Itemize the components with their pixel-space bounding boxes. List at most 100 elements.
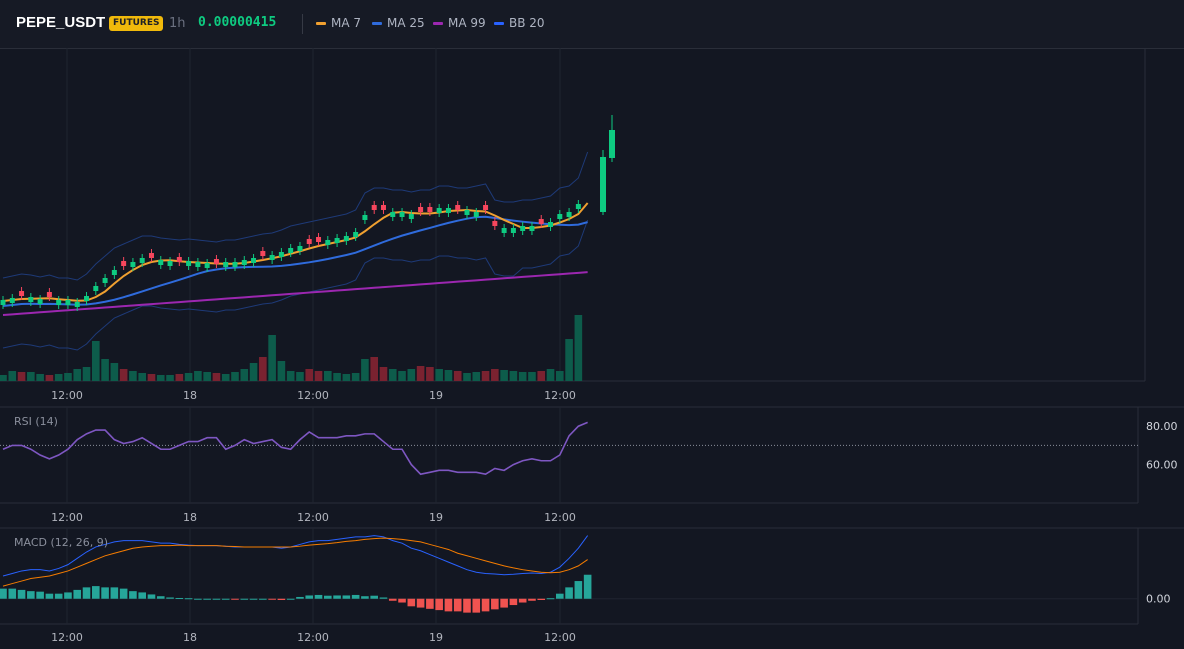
- candle-body: [74, 302, 80, 307]
- macd-histogram-bar: [17, 589, 26, 599]
- macd-histogram-bar: [54, 593, 63, 599]
- legend-ma7[interactable]: MA 7: [316, 16, 361, 30]
- ma7-line: [2, 202, 589, 302]
- macd-histogram-bar: [156, 596, 165, 599]
- bb-lower-line: [2, 219, 589, 351]
- macd-histogram-bar: [407, 598, 416, 607]
- volume-bar: [240, 369, 249, 381]
- volume-bar: [286, 371, 295, 381]
- volume-bar: [491, 369, 499, 381]
- macd-histogram-bar: [361, 596, 369, 599]
- candle-body: [325, 240, 331, 245]
- volume-bar: [147, 374, 156, 381]
- symbol-name[interactable]: PEPE_USDT: [16, 14, 106, 31]
- volume-bar: [481, 371, 490, 381]
- chart-header: PEPE_USDT FUTURES 1h 0.00000415 MA 7 MA …: [0, 0, 1184, 49]
- volume-bar: [221, 374, 230, 381]
- volume-bar: [324, 371, 332, 381]
- macd-histogram-bar: [110, 587, 119, 599]
- macd-histogram-bar: [27, 591, 35, 599]
- volume-bar: [556, 371, 564, 381]
- candle-body: [37, 299, 43, 304]
- volume-bar: [27, 372, 35, 381]
- ma99-line: [2, 271, 588, 316]
- macd-histogram-bar: [129, 591, 137, 599]
- candle-body: [380, 205, 386, 210]
- time-axis-label: 12:00: [51, 389, 83, 402]
- volume-bar: [82, 367, 91, 381]
- legend-label: MA 99: [448, 16, 486, 30]
- macd-histogram-bar: [314, 594, 323, 599]
- macd-histogram-bar: [528, 598, 536, 601]
- volume-bar: [398, 371, 406, 381]
- volume-bar: [472, 372, 481, 381]
- time-axis-label: 12:00: [297, 389, 329, 402]
- time-axis-label: 18: [183, 631, 197, 644]
- candle-body: [111, 270, 117, 275]
- rsi-axis-label: 80.00: [1146, 420, 1178, 433]
- macd-histogram-bar: [240, 598, 249, 600]
- interval-selector[interactable]: 1h: [169, 16, 186, 31]
- candle-body: [102, 278, 108, 283]
- volume-bar: [45, 375, 54, 381]
- candle-body: [483, 205, 489, 210]
- time-axis-label: 12:00: [544, 511, 576, 524]
- candle-body: [464, 210, 470, 215]
- macd-histogram-bar: [259, 598, 267, 600]
- candle-body: [232, 262, 238, 267]
- macd-histogram-bar: [82, 587, 91, 599]
- volume-bar: [574, 315, 583, 381]
- candle-body: [56, 300, 62, 305]
- candle-body: [362, 215, 368, 220]
- volume-bar: [453, 371, 462, 381]
- candle-body: [288, 248, 294, 253]
- volume-bar: [54, 374, 63, 381]
- volume-bar: [119, 369, 128, 381]
- legend-label: BB 20: [509, 16, 545, 30]
- rsi-axis-label: 60.00: [1146, 459, 1178, 472]
- volume-bar: [194, 371, 202, 381]
- volume-bar: [8, 371, 17, 381]
- futures-badge: FUTURES: [109, 16, 164, 31]
- candle-body: [269, 255, 275, 260]
- candle-body: [520, 226, 526, 231]
- volume-bar: [259, 357, 267, 381]
- candle-body: [306, 239, 312, 244]
- legend-ma99[interactable]: MA 99: [433, 16, 486, 30]
- legend-ma25[interactable]: MA 25: [372, 16, 425, 30]
- macd-histogram-bar: [324, 595, 332, 599]
- volume-bar: [463, 373, 471, 381]
- volume-bar: [528, 372, 536, 381]
- macd-histogram-bar: [296, 596, 304, 599]
- candle-body: [260, 251, 266, 256]
- legend-bb20[interactable]: BB 20: [494, 16, 545, 30]
- candle-body: [353, 232, 359, 237]
- macd-histogram-bar: [518, 598, 527, 603]
- macd-histogram-bar: [203, 598, 211, 600]
- volume-bar: [500, 370, 508, 381]
- candle-body: [548, 222, 554, 227]
- macd-line: [2, 535, 589, 577]
- candle-body: [390, 212, 396, 217]
- macd-histogram-bar: [472, 598, 481, 613]
- time-axis-label: 12:00: [544, 389, 576, 402]
- candle-body: [251, 258, 257, 263]
- volume-bar: [268, 335, 276, 381]
- macd-histogram-bar: [583, 574, 592, 599]
- volume-bar: [17, 372, 26, 381]
- volume-bar: [184, 373, 193, 381]
- candle-body: [445, 208, 451, 213]
- candle-body: [204, 263, 210, 268]
- macd-histogram-bar: [45, 593, 54, 599]
- volume-bar: [296, 372, 304, 381]
- macd-histogram-bar: [268, 598, 276, 600]
- candle-body: [557, 214, 563, 219]
- macd-histogram-bar: [453, 598, 462, 612]
- bb20-swatch-icon: [494, 21, 504, 25]
- candle-body: [46, 292, 52, 297]
- candle-body: [167, 261, 173, 266]
- volume-bar: [129, 371, 137, 381]
- volume-bar: [203, 372, 211, 381]
- candle-body: [343, 236, 349, 241]
